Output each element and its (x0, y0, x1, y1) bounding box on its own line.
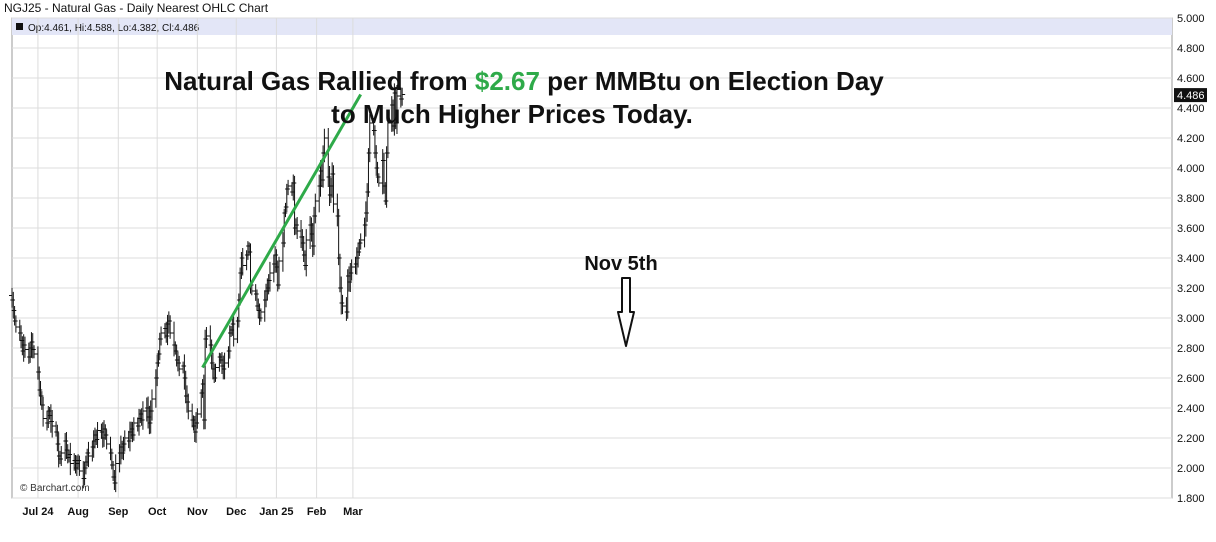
last-price-tag: 4.486 (1174, 88, 1207, 103)
x-tick-label: Mar (343, 506, 363, 518)
y-tick-label: 2.200 (1177, 433, 1205, 445)
last-price-box (1174, 88, 1207, 103)
copyright: © Barchart.com (20, 483, 90, 494)
grid (12, 17, 1172, 499)
ohlc-bar (399, 87, 406, 106)
x-tick-label: Jul 24 (22, 506, 54, 518)
header-square-icon (16, 23, 23, 30)
headline-line2: to Much Higher Prices Today. (331, 99, 693, 129)
header-band (12, 18, 1172, 35)
y-tick-label: 3.400 (1177, 253, 1205, 265)
y-axis: 1.800 2.000 2.200 2.400 2.600 2.800 3.000 3.200… (1177, 13, 1205, 505)
y-tick-label: 3.800 (1177, 193, 1205, 205)
y-tick-label: 5.000 (1177, 13, 1205, 25)
y-tick-label: 2.000 (1177, 463, 1205, 475)
marker-label: Nov 5th (584, 253, 657, 275)
x-axis: Jul 24 Aug Sep Oct Nov Dec Jan 25 Feb Mar (22, 506, 363, 518)
y-tick-label: 3.600 (1177, 223, 1205, 235)
ohlc-bars (9, 83, 406, 493)
headline-line1: Natural Gas Rallied from $2.67 per MMBtu… (164, 66, 884, 96)
y-tick-label: 2.400 (1177, 403, 1205, 415)
chart-title: NGJ25 - Natural Gas - Daily Nearest OHLC… (4, 1, 269, 15)
y-tick-label: 4.600 (1177, 73, 1205, 85)
ohlc-readout: Op:4.461, Hi:4.588, Lo:4.382, Cl:4.486 (28, 23, 200, 34)
y-tick-label: 3.000 (1177, 313, 1205, 325)
trendline (201, 93, 362, 369)
x-tick-label: Oct (148, 506, 167, 518)
headline-price: $2.67 (475, 66, 540, 96)
y-tick-label: 4.200 (1177, 133, 1205, 145)
y-tick-label: 4.000 (1177, 163, 1205, 175)
y-tick-label: 4.400 (1177, 103, 1205, 115)
x-tick-label: Feb (307, 506, 327, 518)
x-tick-label: Sep (108, 506, 128, 518)
down-arrow-icon (617, 277, 635, 347)
y-tick-label: 4.800 (1177, 43, 1205, 55)
y-tick-label: 1.800 (1177, 493, 1205, 505)
x-tick-label: Aug (67, 506, 88, 518)
x-tick-label: Dec (226, 506, 246, 518)
x-tick-label: Nov (187, 506, 209, 518)
y-tick-label: 2.800 (1177, 343, 1205, 355)
y-tick-label: 3.200 (1177, 283, 1205, 295)
x-tick-label: Jan 25 (259, 506, 293, 518)
headline-part2: per MMBtu on Election Day (540, 66, 884, 96)
last-price-label: 4.486 (1177, 90, 1205, 102)
headline-part1: Natural Gas Rallied from (164, 66, 475, 96)
y-tick-label: 2.600 (1177, 373, 1205, 385)
